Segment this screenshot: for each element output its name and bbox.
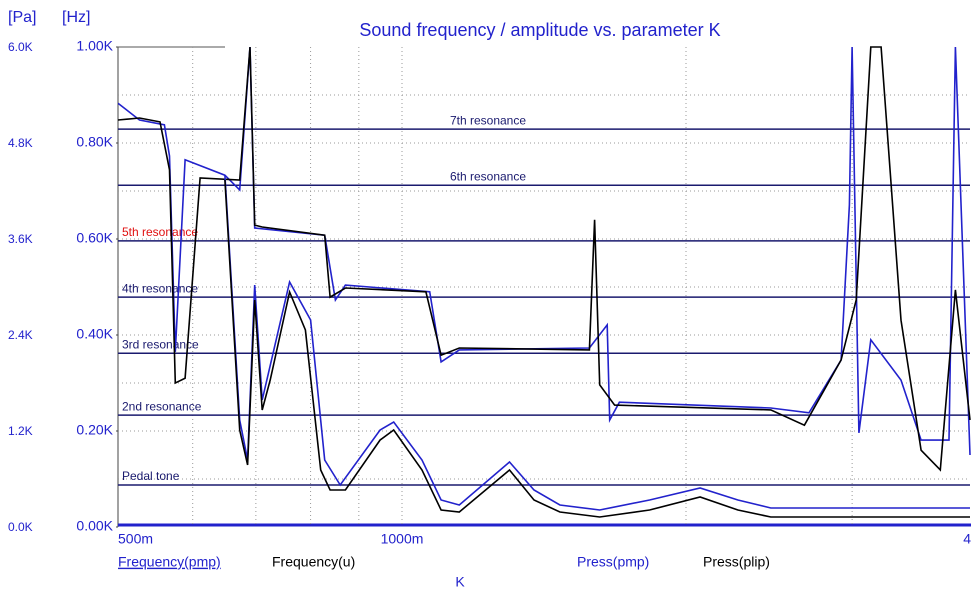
y2-tick-label: 1.2K — [8, 424, 33, 438]
y-tick-label: 0.20K — [76, 422, 113, 438]
x-tick-label: 500m — [118, 531, 153, 547]
x-axis-label: K — [455, 574, 465, 590]
y2-tick-label: 6.0K — [8, 40, 33, 54]
y2-tick-label: 4.8K — [8, 136, 33, 150]
y-tick-label: 0.80K — [76, 134, 113, 150]
resonance-label: 6th resonance — [450, 169, 526, 183]
legend-entry: Press(pmp) — [577, 554, 649, 570]
chart-title: Sound frequency / amplitude vs. paramete… — [359, 20, 720, 40]
resonance-label: 5th resonance — [122, 225, 198, 239]
legend-entry: Frequency(u) — [272, 554, 355, 570]
resonance-label: Pedal tone — [122, 469, 180, 483]
resonance-label: 7th resonance — [450, 113, 526, 127]
resonance-label: 2nd resonance — [122, 399, 202, 413]
y-axis-label: [Hz] — [62, 9, 90, 26]
y2-tick-label: 2.4K — [8, 328, 33, 342]
x-tick-label: 1000m — [381, 531, 424, 547]
legend-entry: Press(plip) — [703, 554, 770, 570]
resonance-label: 4th resonance — [122, 281, 198, 295]
legend-entry: Frequency(pmp) — [118, 554, 221, 570]
resonance-label: 3rd resonance — [122, 337, 199, 351]
x-tick-label: 4 — [963, 531, 971, 547]
y2-axis-label: [Pa] — [8, 9, 36, 26]
y-tick-label: 0.60K — [76, 230, 113, 246]
y2-tick-label: 0.0K — [8, 520, 33, 534]
y2-tick-label: 3.6K — [8, 232, 33, 246]
series-line — [224, 174, 970, 511]
y-tick-label: 1.00K — [76, 38, 113, 54]
y-tick-label: 0.40K — [76, 326, 113, 342]
series-line — [118, 46, 971, 472]
series-line — [224, 179, 970, 518]
y-tick-label: 0.00K — [76, 518, 113, 534]
